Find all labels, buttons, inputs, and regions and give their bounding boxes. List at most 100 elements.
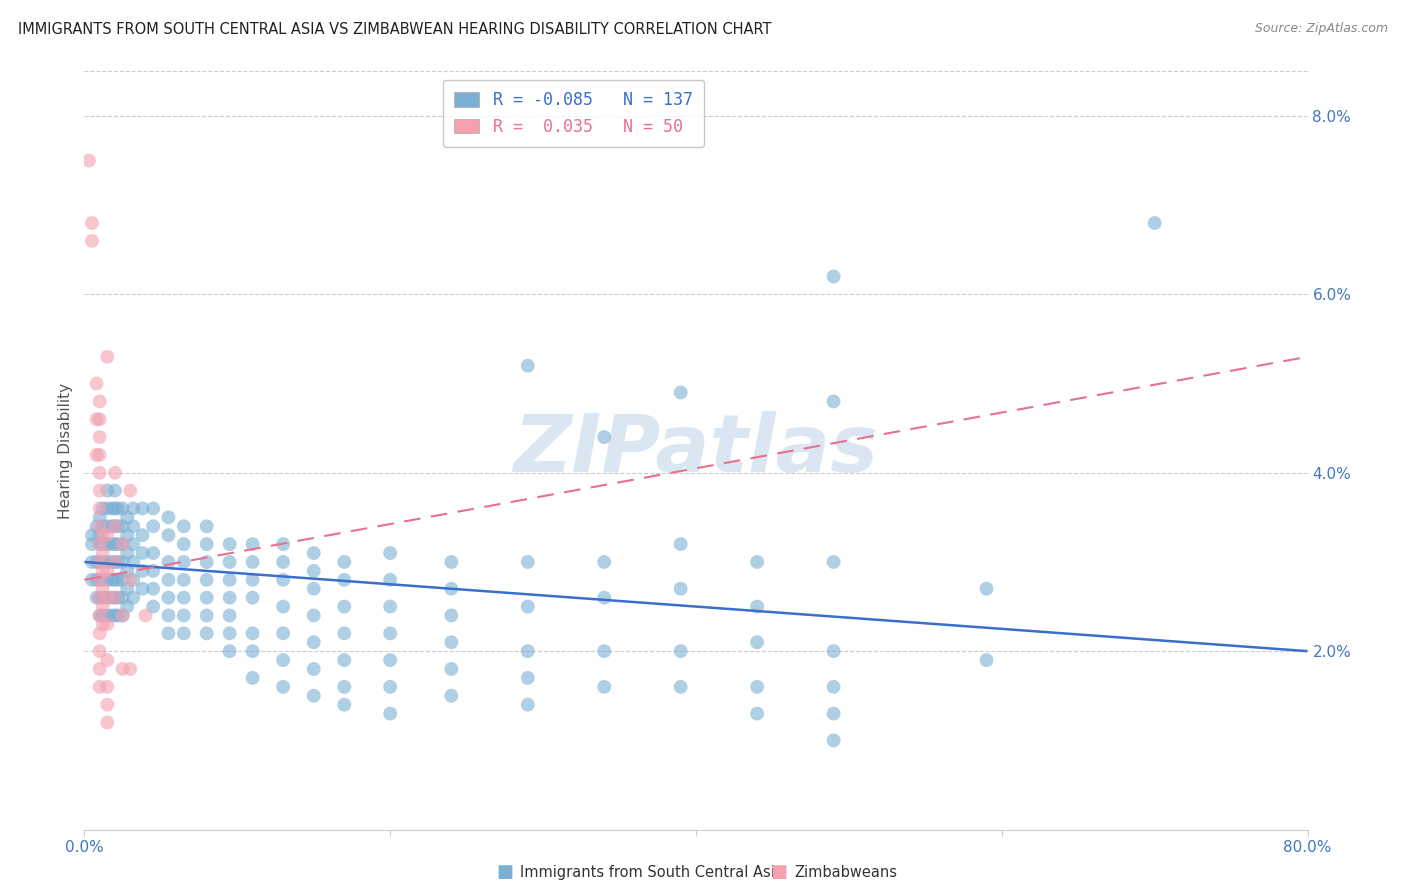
Point	[142, 546, 165, 560]
Point	[1143, 216, 1166, 230]
Point	[333, 555, 356, 569]
Point	[89, 412, 111, 426]
Point	[96, 537, 118, 551]
Point	[96, 564, 118, 578]
Point	[96, 653, 118, 667]
Y-axis label: Hearing Disability: Hearing Disability	[58, 383, 73, 518]
Point	[89, 591, 111, 605]
Point	[89, 537, 111, 551]
Point	[96, 350, 118, 364]
Point	[823, 269, 845, 284]
Point	[242, 644, 264, 658]
Point	[80, 537, 103, 551]
Point	[135, 608, 157, 623]
Point	[242, 537, 264, 551]
Point	[111, 608, 134, 623]
Point	[131, 582, 153, 596]
Point	[115, 546, 138, 560]
Point	[593, 680, 616, 694]
Point	[86, 448, 108, 462]
Point	[516, 644, 538, 658]
Point	[302, 635, 325, 649]
Point	[104, 555, 127, 569]
Point	[91, 555, 114, 569]
Point	[89, 430, 111, 444]
Point	[111, 501, 134, 516]
Point	[380, 626, 402, 640]
Point	[111, 555, 134, 569]
Point	[89, 608, 111, 623]
Point	[104, 537, 127, 551]
Point	[86, 555, 108, 569]
Point	[91, 501, 114, 516]
Point	[86, 591, 108, 605]
Point	[271, 680, 294, 694]
Point	[86, 519, 108, 533]
Point	[218, 644, 240, 658]
Point	[131, 546, 153, 560]
Point	[747, 635, 769, 649]
Point	[593, 591, 616, 605]
Point	[80, 528, 103, 542]
Point	[747, 706, 769, 721]
Point	[101, 555, 124, 569]
Point	[89, 555, 111, 569]
Point	[333, 698, 356, 712]
Point	[131, 501, 153, 516]
Point	[516, 671, 538, 685]
Point	[302, 546, 325, 560]
Point	[669, 644, 692, 658]
Point	[89, 573, 111, 587]
Point	[157, 528, 180, 542]
Point	[96, 698, 118, 712]
Point	[440, 662, 463, 676]
Point	[380, 546, 402, 560]
Point	[302, 608, 325, 623]
Point	[823, 644, 845, 658]
Point	[96, 680, 118, 694]
Point	[380, 599, 402, 614]
Point	[104, 591, 127, 605]
Point	[747, 599, 769, 614]
Point	[380, 573, 402, 587]
Point	[89, 608, 111, 623]
Point	[111, 573, 134, 587]
Text: IMMIGRANTS FROM SOUTH CENTRAL ASIA VS ZIMBABWEAN HEARING DISABILITY CORRELATION : IMMIGRANTS FROM SOUTH CENTRAL ASIA VS ZI…	[18, 22, 772, 37]
Point	[823, 394, 845, 409]
Point	[218, 591, 240, 605]
Point	[91, 591, 114, 605]
Point	[440, 608, 463, 623]
Point	[157, 555, 180, 569]
Text: ■: ■	[496, 863, 513, 881]
Point	[669, 680, 692, 694]
Point	[77, 153, 100, 168]
Point	[111, 662, 134, 676]
Point	[242, 591, 264, 605]
Point	[80, 573, 103, 587]
Point	[195, 608, 218, 623]
Point	[91, 537, 114, 551]
Point	[142, 519, 165, 533]
Point	[976, 582, 998, 596]
Point	[120, 662, 142, 676]
Point	[89, 519, 111, 533]
Point	[86, 412, 108, 426]
Point	[195, 591, 218, 605]
Point	[91, 564, 114, 578]
Point	[823, 555, 845, 569]
Point	[96, 573, 118, 587]
Point	[142, 599, 165, 614]
Point	[976, 653, 998, 667]
Point	[96, 483, 118, 498]
Point	[89, 573, 111, 587]
Point	[89, 466, 111, 480]
Point	[747, 555, 769, 569]
Point	[107, 537, 129, 551]
Point	[115, 582, 138, 596]
Point	[107, 501, 129, 516]
Point	[89, 591, 111, 605]
Point	[80, 555, 103, 569]
Point	[333, 573, 356, 587]
Text: Source: ZipAtlas.com: Source: ZipAtlas.com	[1254, 22, 1388, 36]
Text: ZIPatlas: ZIPatlas	[513, 411, 879, 490]
